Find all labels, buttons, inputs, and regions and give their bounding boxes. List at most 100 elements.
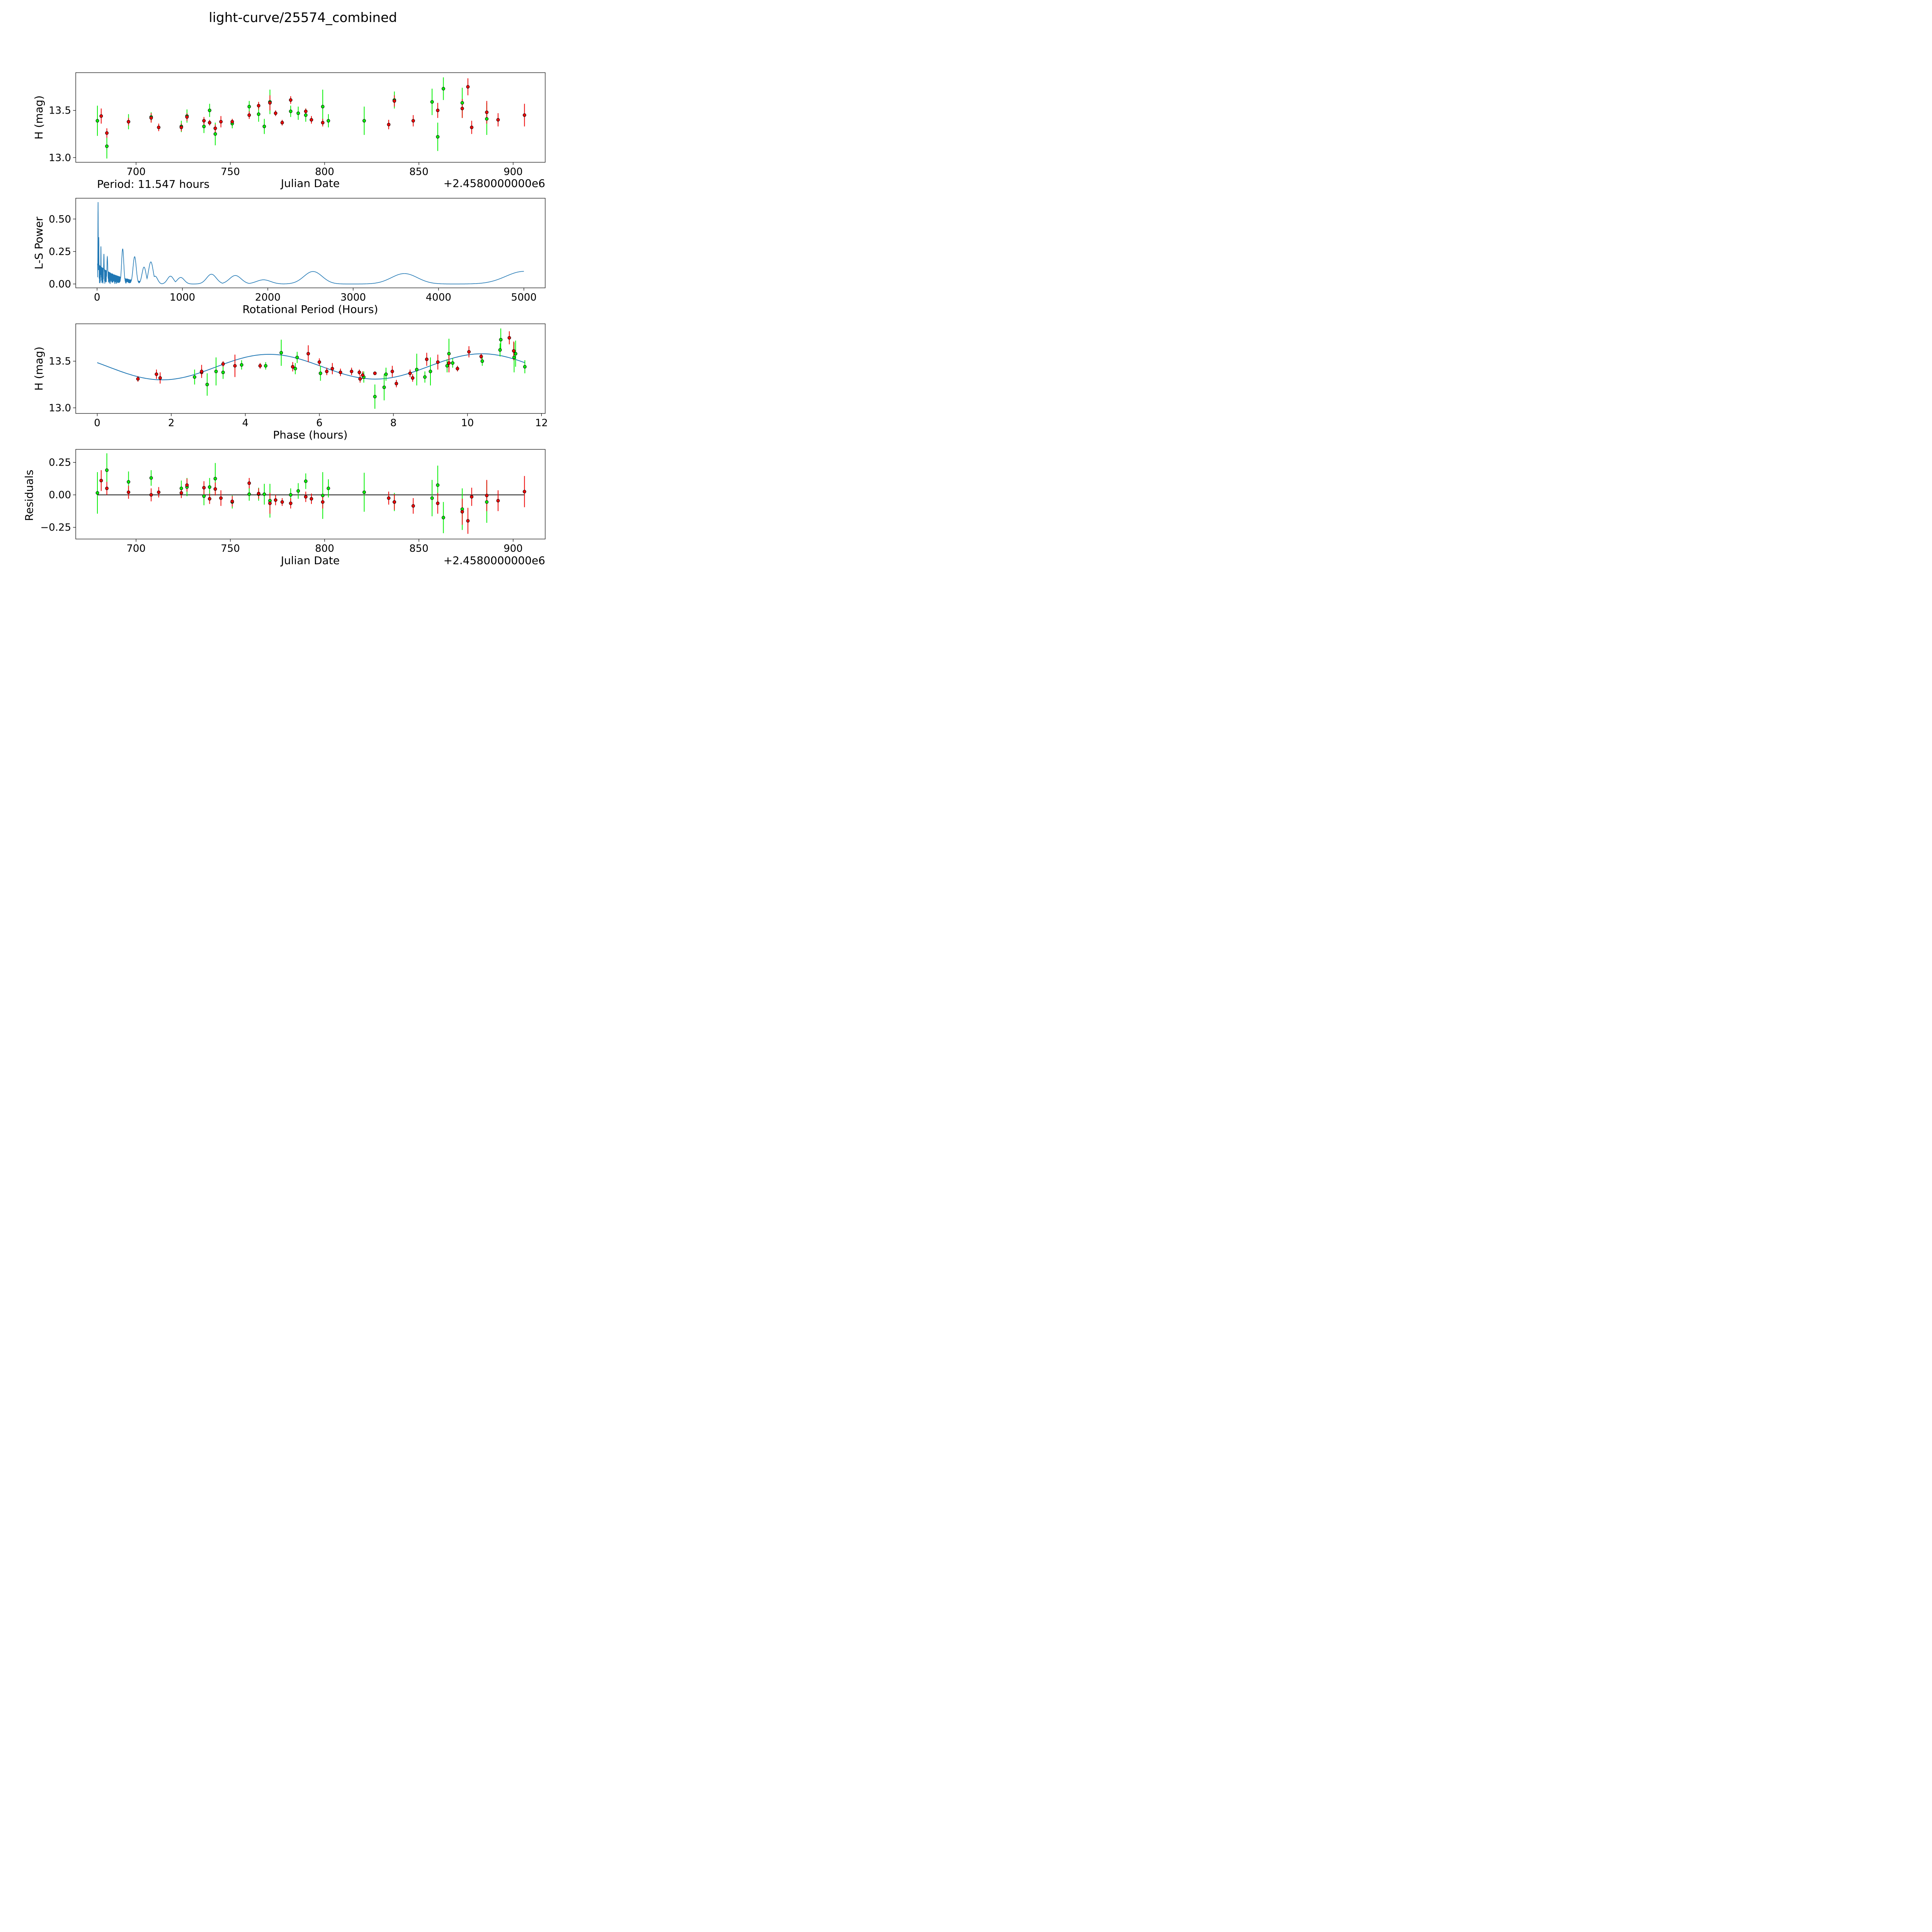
point-red [200, 369, 204, 373]
point-red [393, 500, 396, 504]
point-green [485, 500, 489, 504]
point-green [149, 476, 153, 480]
point-green [193, 375, 197, 379]
point-red [325, 369, 329, 373]
x-tick-label: 800 [315, 543, 334, 554]
x-tick-label: 2000 [255, 292, 281, 303]
point-green [436, 483, 440, 487]
y-tick-label: 0.00 [49, 490, 71, 501]
point-red [247, 481, 251, 485]
x-tick-label: 850 [409, 166, 429, 178]
x-tick-label: 4000 [426, 292, 451, 303]
point-green [202, 494, 206, 498]
y-tick-label: 13.0 [49, 152, 71, 164]
point-green [214, 369, 218, 373]
x-tick-label: 1000 [170, 292, 195, 303]
axes-frame [75, 323, 546, 414]
point-green [523, 365, 527, 369]
point-red [358, 377, 362, 381]
x-tick-label: 800 [315, 166, 334, 178]
point-green [240, 363, 243, 367]
point-red [280, 500, 284, 504]
x-offset-text: +2.4580000000e6 [444, 554, 545, 567]
x-tick-label: 5000 [511, 292, 537, 303]
point-green [264, 364, 268, 368]
point-green [442, 87, 446, 91]
point-red [179, 126, 183, 129]
y-tick-label: 13.0 [49, 403, 71, 414]
point-red [99, 114, 103, 118]
point-red [202, 119, 206, 123]
point-green [382, 385, 386, 389]
point-red [411, 119, 415, 123]
point-green [289, 109, 293, 113]
point-red [268, 101, 272, 105]
point-green [362, 490, 366, 494]
point-red [157, 490, 161, 494]
point-red [408, 371, 412, 375]
point-red [447, 361, 451, 365]
point-red [466, 519, 470, 523]
point-red [479, 355, 483, 359]
point-red [179, 491, 183, 495]
point-red [306, 352, 310, 355]
x-tick-label: 700 [126, 543, 146, 554]
y-tick-label: 0.25 [49, 457, 71, 469]
point-green [423, 375, 427, 379]
point-green [498, 348, 502, 352]
point-red [136, 377, 140, 381]
point-red [395, 382, 398, 386]
point-green [247, 492, 251, 496]
x-tick-label: 10 [461, 417, 474, 429]
point-red [330, 367, 334, 371]
point-green [262, 492, 266, 496]
x-tick-label: 750 [221, 543, 240, 554]
y-tick-label: 0.00 [49, 279, 71, 290]
periodogram-line [97, 202, 524, 284]
y-tick-label: 0.25 [49, 246, 71, 258]
point-green [429, 369, 432, 373]
point-green [321, 105, 325, 109]
point-red [425, 357, 429, 361]
point-green [221, 371, 225, 374]
point-red [496, 118, 500, 122]
x-axis-label: Julian Date [280, 554, 340, 567]
point-red [436, 502, 440, 505]
point-red [470, 495, 474, 499]
point-red [512, 349, 516, 353]
point-green [480, 359, 484, 363]
point-green [460, 101, 464, 105]
axis-ticks: 700 750 800 850 900 −0.25 0.00 0.25 [40, 457, 523, 554]
y-tick-label: 13.5 [49, 356, 71, 367]
point-green [213, 132, 217, 136]
point-red [247, 113, 251, 117]
point-red [466, 85, 470, 89]
point-red [467, 350, 471, 354]
point-red [289, 98, 293, 102]
point-red [257, 104, 260, 107]
point-red [485, 493, 489, 497]
point-red [393, 99, 396, 103]
point-green [327, 119, 330, 123]
point-red [291, 365, 295, 369]
point-red [274, 111, 277, 115]
point-green [289, 493, 293, 497]
point-red [157, 126, 161, 129]
point-red [185, 483, 189, 487]
point-green [247, 105, 251, 109]
point-red [390, 369, 394, 373]
point-green [384, 372, 388, 376]
point-green [415, 367, 419, 371]
point-red [373, 371, 377, 375]
x-tick-label: 850 [409, 543, 429, 554]
x-tick-label: 12 [535, 417, 548, 429]
point-red [317, 360, 321, 364]
panel-light-curve: 700 750 800 850 900 13.0 13.5 Julian Date +2.4… [32, 72, 546, 190]
point-red [149, 116, 153, 120]
point-red [155, 372, 158, 376]
point-red [213, 126, 217, 130]
point-red [105, 131, 109, 135]
point-green [295, 355, 299, 359]
point-red [310, 497, 313, 501]
point-green [327, 486, 330, 490]
